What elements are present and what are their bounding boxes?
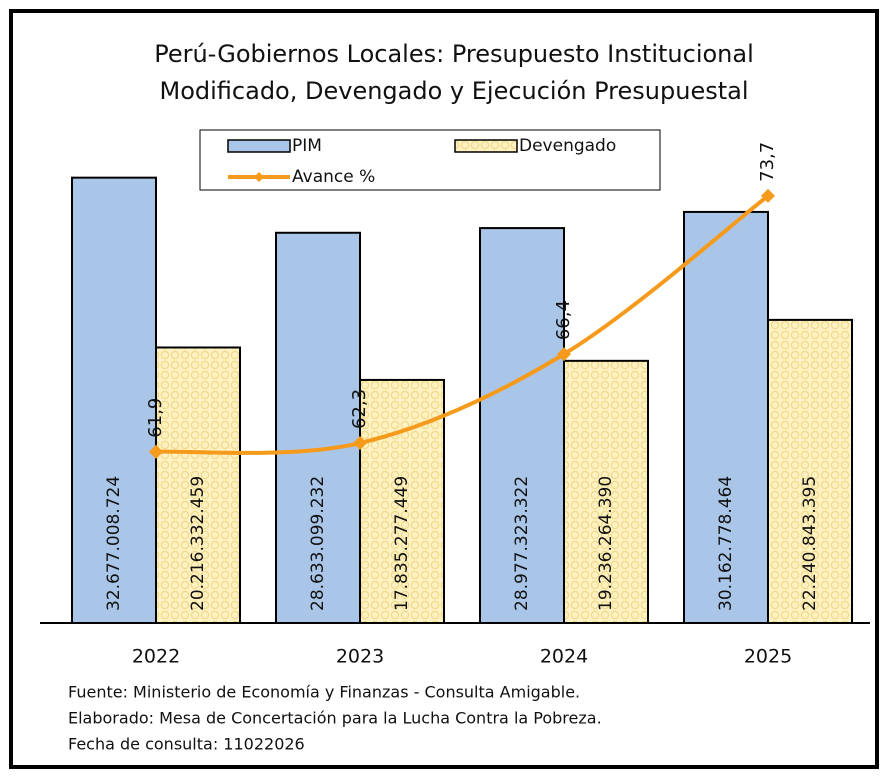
data-label: 22.240.843.395 xyxy=(800,476,820,611)
legend-label: Avance % xyxy=(292,167,375,187)
data-label: 61,9 xyxy=(145,398,166,438)
data-label: 20.216.332.459 xyxy=(188,476,208,611)
data-label: 17.835.277.449 xyxy=(392,476,412,611)
line-marker xyxy=(761,188,775,203)
note: Elaborado: Mesa de Concertación para la … xyxy=(68,709,602,728)
data-label: 66,4 xyxy=(553,300,574,340)
frame xyxy=(9,9,879,769)
legend-swatch xyxy=(454,139,518,153)
data-label: 73,7 xyxy=(757,142,778,182)
data-label: 19.236.264.390 xyxy=(596,476,616,611)
chart-title: Perú-Gobiernos Locales: Presupuesto Inst… xyxy=(154,40,754,68)
data-label: 32.677.008.724 xyxy=(104,476,124,611)
legend-label: PIM xyxy=(292,136,322,156)
line-marker xyxy=(557,347,571,362)
bar xyxy=(71,176,157,624)
chart-title: Modificado, Devengado y Ejecución Presup… xyxy=(160,77,749,105)
legend-swatch xyxy=(227,139,291,153)
bar xyxy=(275,231,361,624)
x-tick-label: 2022 xyxy=(132,646,180,668)
line-marker xyxy=(149,444,163,459)
note: Fuente: Ministerio de Economía y Finanza… xyxy=(68,683,580,702)
legend-swatch xyxy=(254,172,264,182)
data-label: 30.162.778.464 xyxy=(716,476,736,611)
data-label: 62,3 xyxy=(349,389,370,429)
data-label: 28.977.323.322 xyxy=(512,476,532,611)
line xyxy=(155,194,770,455)
x-tick-label: 2024 xyxy=(540,646,588,668)
bar xyxy=(683,210,769,625)
x-tick-label: 2025 xyxy=(744,646,792,668)
x-tick-label: 2023 xyxy=(336,646,384,668)
legend-label: Devengado xyxy=(519,136,616,156)
data-label: 28.633.099.232 xyxy=(308,476,328,611)
note: Fecha de consulta: 11022026 xyxy=(68,735,305,754)
bar xyxy=(767,318,853,624)
line-marker xyxy=(353,436,367,451)
